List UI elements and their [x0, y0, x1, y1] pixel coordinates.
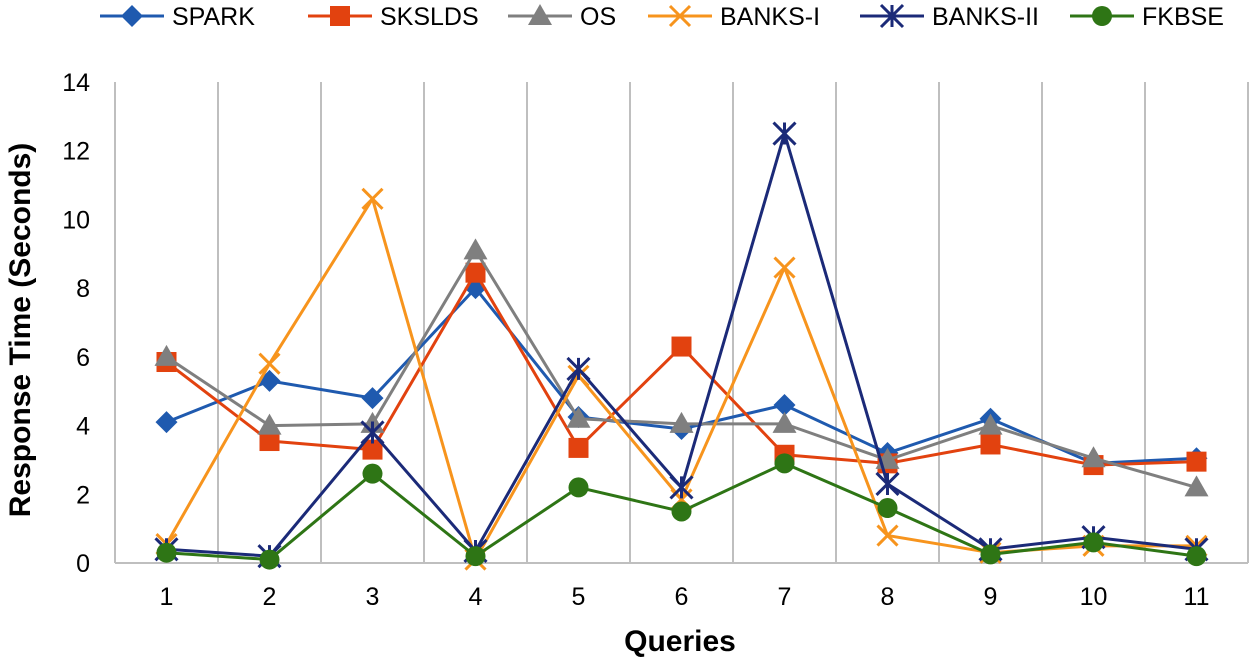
y-tick-label: 6 [76, 344, 90, 372]
data-point-fkbse [362, 463, 383, 484]
data-point-fkbse [774, 453, 795, 474]
x-tick-label: 2 [263, 583, 277, 611]
legend-item-os: OS [508, 3, 616, 31]
y-axis-title: Response Time (Seconds) [4, 143, 37, 518]
legend-item-banks-ii: BANKS-II [860, 3, 1039, 31]
x-axis-title: Queries [624, 625, 736, 658]
data-point-skslds [362, 439, 383, 460]
data-point-skslds [980, 434, 1001, 455]
data-point-os [154, 344, 179, 366]
legend-marker-banks-i [668, 4, 692, 28]
data-point-skslds [1186, 451, 1207, 472]
x-tick-label: 8 [881, 583, 895, 611]
data-point-skslds [671, 336, 692, 357]
legend-label-banks-ii: BANKS-II [932, 3, 1039, 31]
data-point-banks-ii [875, 471, 900, 497]
data-point-skslds [465, 262, 486, 283]
data-point-spark [155, 411, 178, 434]
data-point-fkbse [1186, 546, 1207, 567]
data-point-banks-ii [669, 475, 694, 500]
legend-marker-skslds [330, 6, 350, 26]
data-point-banks-i [773, 256, 796, 279]
x-tick-label: 1 [160, 583, 174, 611]
data-point-os [257, 413, 282, 435]
data-point-fkbse [259, 549, 280, 570]
x-tick-label: 9 [984, 583, 998, 611]
legend-label-os: OS [580, 3, 616, 31]
data-point-spark [773, 393, 796, 416]
data-point-banks-ii [772, 121, 797, 146]
x-tick-label: 5 [572, 583, 586, 611]
y-tick-label: 8 [76, 275, 90, 303]
legend-marker-fkbse [1092, 6, 1112, 26]
x-tick-label: 7 [778, 583, 792, 611]
data-point-banks-ii [566, 356, 591, 381]
y-tick-label: 12 [62, 138, 90, 166]
grid-layer [114, 82, 1249, 563]
legend: SPARK SKSLDS OS BANKS-I BANKS-II FKBSE [100, 3, 1224, 31]
legend-item-fkbse: FKBSE [1070, 3, 1224, 31]
legend-marker-banks-ii [879, 3, 905, 29]
legend-label-banks-i: BANKS-I [720, 3, 820, 31]
y-tick-label: 2 [76, 481, 90, 509]
legend-label-skslds: SKSLDS [380, 3, 479, 31]
data-point-os [772, 411, 797, 433]
data-point-fkbse [465, 546, 486, 567]
data-point-banks-ii [360, 420, 385, 445]
data-point-fkbse [568, 477, 589, 498]
x-tick-label: 3 [366, 583, 380, 611]
series-fkbse [156, 453, 1207, 570]
y-tick-label: 14 [62, 69, 90, 97]
data-point-os [669, 411, 694, 433]
data-point-skslds [568, 437, 589, 458]
data-point-spark [361, 387, 384, 410]
x-tick-label: 4 [469, 583, 483, 611]
data-point-os [978, 413, 1003, 435]
data-point-fkbse [671, 501, 692, 522]
x-tick-label: 11 [1184, 583, 1210, 611]
data-point-os [566, 406, 591, 428]
data-point-banks-i [258, 352, 281, 375]
x-tick-label: 6 [675, 583, 689, 611]
x-tick-label: 10 [1080, 583, 1108, 611]
data-point-os [1081, 446, 1106, 468]
data-point-fkbse [1083, 532, 1104, 553]
data-point-os [463, 238, 488, 260]
legend-label-spark: SPARK [172, 3, 255, 31]
data-point-fkbse [156, 542, 177, 563]
legend-label-fkbse: FKBSE [1142, 3, 1224, 31]
data-point-skslds [259, 431, 280, 452]
series-layer [154, 121, 1209, 571]
data-point-fkbse [877, 498, 898, 519]
legend-item-skslds: SKSLDS [308, 3, 479, 31]
legend-marker-os [528, 4, 552, 25]
y-tick-label: 10 [62, 206, 90, 234]
data-point-fkbse [980, 544, 1001, 565]
y-tick-label: 4 [76, 413, 90, 441]
legend-item-banks-i: BANKS-I [648, 3, 820, 31]
data-point-banks-i [361, 187, 384, 210]
data-point-os [1184, 475, 1209, 497]
legend-item-spark: SPARK [100, 3, 255, 31]
legend-marker-spark [121, 5, 143, 27]
y-tick-label: 0 [76, 550, 90, 578]
data-point-banks-i [876, 524, 899, 547]
